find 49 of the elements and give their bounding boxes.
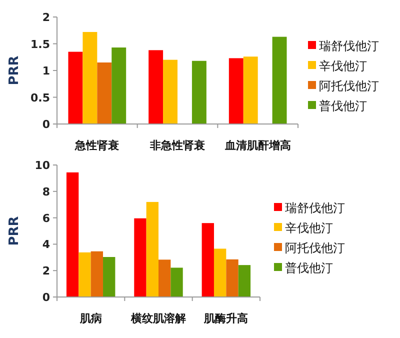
y-tick-label: 4 — [42, 238, 50, 252]
legend-label: 阿托伐他汀 — [285, 241, 345, 255]
bar — [90, 251, 104, 297]
bar — [82, 32, 98, 124]
legend-label: 阿托伐他汀 — [319, 79, 379, 93]
x-tick-label: 非急性肾衰 — [149, 139, 205, 152]
bar — [66, 172, 79, 297]
y-tick-label: 0 — [42, 118, 50, 131]
bar — [146, 202, 158, 297]
legend-label: 瑞舒伐他汀 — [319, 39, 379, 53]
bar — [163, 60, 178, 124]
x-tick-label: 横纹肌溶解 — [130, 312, 186, 325]
bar — [272, 36, 287, 124]
bar — [228, 58, 244, 124]
y-tick-label: 1 — [42, 64, 50, 78]
bar — [68, 52, 83, 124]
bar — [202, 223, 214, 297]
bar — [134, 218, 146, 297]
y-tick-label: 10 — [34, 159, 50, 172]
bar — [148, 50, 164, 124]
y-tick-label: 2 — [42, 11, 50, 24]
bar — [192, 60, 206, 124]
y-axis-title: PRR — [7, 216, 22, 246]
bar — [243, 56, 258, 124]
x-tick-label: 肌酶升高 — [203, 312, 248, 325]
bar — [170, 268, 183, 297]
bar — [226, 259, 238, 297]
y-tick-label: 8 — [42, 185, 50, 198]
legend-label: 普伐他汀 — [319, 99, 367, 113]
bar — [112, 47, 126, 124]
legend-label: 辛伐他汀 — [285, 221, 333, 235]
legend-label: 普伐他汀 — [285, 261, 333, 275]
y-tick-label: 0.5 — [30, 91, 50, 104]
bar — [238, 265, 251, 297]
bar — [214, 248, 226, 297]
legend-label: 辛伐他汀 — [319, 59, 367, 73]
y-axis-title: PRR — [7, 56, 22, 86]
bar — [103, 257, 116, 297]
y-tick-label: 0 — [42, 291, 50, 304]
y-tick-label: 2 — [42, 264, 50, 278]
bar — [78, 252, 91, 297]
y-tick-label: 6 — [42, 212, 50, 225]
bar — [97, 62, 112, 124]
legend-label: 瑞舒伐他汀 — [285, 201, 345, 215]
x-tick-label: 急性肾衰 — [74, 139, 120, 152]
x-tick-label: 肌病 — [78, 312, 102, 325]
bar — [158, 260, 171, 297]
y-tick-label: 1.5 — [30, 38, 50, 51]
x-tick-label: 血清肌酐增高 — [224, 139, 291, 152]
